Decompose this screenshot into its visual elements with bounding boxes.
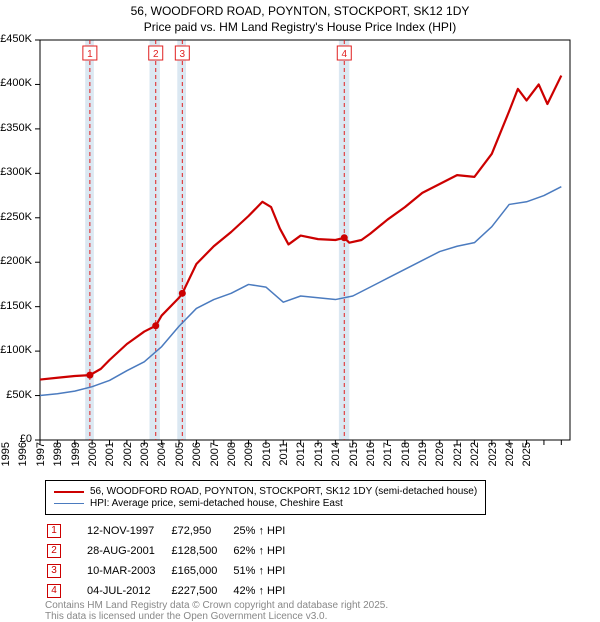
x-tick-label: 2023: [487, 442, 499, 482]
x-tick-label: 1997: [35, 442, 47, 482]
y-tick-label: £300K: [0, 166, 32, 178]
event-price: £165,000: [171, 562, 231, 580]
event-marker-box: 3: [47, 564, 61, 578]
event-date: 12-NOV-1997: [87, 522, 169, 540]
event-delta: 51% ↑ HPI: [233, 562, 299, 580]
event-delta: 62% ↑ HPI: [233, 542, 299, 560]
legend-swatch: [54, 491, 84, 493]
x-tick-label: 1996: [17, 442, 29, 482]
x-tick-label: 2008: [226, 442, 238, 482]
events-table: 1 12-NOV-1997£72,95025% ↑ HPI 2 28-AUG-2001…: [45, 520, 301, 602]
x-tick-label: 2003: [139, 442, 151, 482]
x-tick-label: 2011: [278, 442, 290, 482]
event-date: 04-JUL-2012: [87, 582, 169, 600]
event-row: 2 28-AUG-2001£128,50062% ↑ HPI: [47, 542, 299, 560]
x-tick-label: 2024: [504, 442, 516, 482]
x-tick-label: 2025: [521, 442, 533, 482]
y-tick-label: £200K: [0, 255, 32, 267]
x-tick-label: 2012: [295, 442, 307, 482]
y-tick-label: £450K: [0, 33, 32, 45]
event-row: 1 12-NOV-1997£72,95025% ↑ HPI: [47, 522, 299, 540]
event-row: 4 04-JUL-2012£227,50042% ↑ HPI: [47, 582, 299, 600]
x-tick-label: 2016: [365, 442, 377, 482]
footer-line1: Contains HM Land Registry data © Crown c…: [45, 600, 388, 611]
x-tick-label: 1998: [52, 442, 64, 482]
x-tick-label: 2014: [330, 442, 342, 482]
y-tick-label: £400K: [0, 77, 32, 89]
x-tick-label: 2018: [400, 442, 412, 482]
x-tick-label: 1995: [0, 442, 12, 482]
x-tick-label: 2015: [348, 442, 360, 482]
svg-text:3: 3: [180, 49, 186, 60]
event-marker-box: 4: [47, 584, 61, 598]
x-tick-label: 2005: [174, 442, 186, 482]
legend-swatch: [54, 503, 84, 504]
legend-item: HPI: Average price, semi-detached house,…: [54, 498, 477, 509]
legend-label: HPI: Average price, semi-detached house,…: [90, 498, 343, 509]
legend: 56, WOODFORD ROAD, POYNTON, STOCKPORT, S…: [45, 480, 486, 515]
event-row: 3 10-MAR-2003£165,00051% ↑ HPI: [47, 562, 299, 580]
y-tick-label: £150K: [0, 300, 32, 312]
legend-item: 56, WOODFORD ROAD, POYNTON, STOCKPORT, S…: [54, 486, 477, 497]
y-tick-label: £350K: [0, 122, 32, 134]
event-delta: 25% ↑ HPI: [233, 522, 299, 540]
event-marker-box: 2: [47, 544, 61, 558]
x-tick-label: 2021: [452, 442, 464, 482]
event-price: £227,500: [171, 582, 231, 600]
x-tick-label: 2004: [156, 442, 168, 482]
x-tick-label: 2001: [104, 442, 116, 482]
footer-line2: This data is licensed under the Open Gov…: [45, 611, 388, 622]
y-tick-label: £50K: [6, 389, 32, 401]
event-price: £72,950: [171, 522, 231, 540]
y-tick-label: £100K: [0, 344, 32, 356]
x-tick-label: 2010: [261, 442, 273, 482]
event-date: 10-MAR-2003: [87, 562, 169, 580]
svg-text:1: 1: [87, 49, 93, 60]
event-date: 28-AUG-2001: [87, 542, 169, 560]
x-tick-label: 2002: [122, 442, 134, 482]
svg-text:4: 4: [341, 49, 347, 60]
x-tick-label: 2019: [417, 442, 429, 482]
x-tick-label: 2013: [313, 442, 325, 482]
x-tick-label: 2006: [191, 442, 203, 482]
footer-attribution: Contains HM Land Registry data © Crown c…: [45, 600, 388, 622]
event-marker-box: 1: [47, 524, 61, 538]
y-tick-label: £250K: [0, 211, 32, 223]
x-tick-label: 2020: [434, 442, 446, 482]
x-tick-label: 1999: [70, 442, 82, 482]
x-tick-label: 2022: [469, 442, 481, 482]
x-tick-label: 2017: [382, 442, 394, 482]
price-chart: 1 2 3 4: [0, 0, 600, 480]
x-tick-label: 2007: [209, 442, 221, 482]
event-delta: 42% ↑ HPI: [233, 582, 299, 600]
svg-text:2: 2: [153, 49, 159, 60]
x-tick-label: 2009: [243, 442, 255, 482]
legend-label: 56, WOODFORD ROAD, POYNTON, STOCKPORT, S…: [90, 486, 477, 497]
x-tick-label: 2000: [87, 442, 99, 482]
event-price: £128,500: [171, 542, 231, 560]
